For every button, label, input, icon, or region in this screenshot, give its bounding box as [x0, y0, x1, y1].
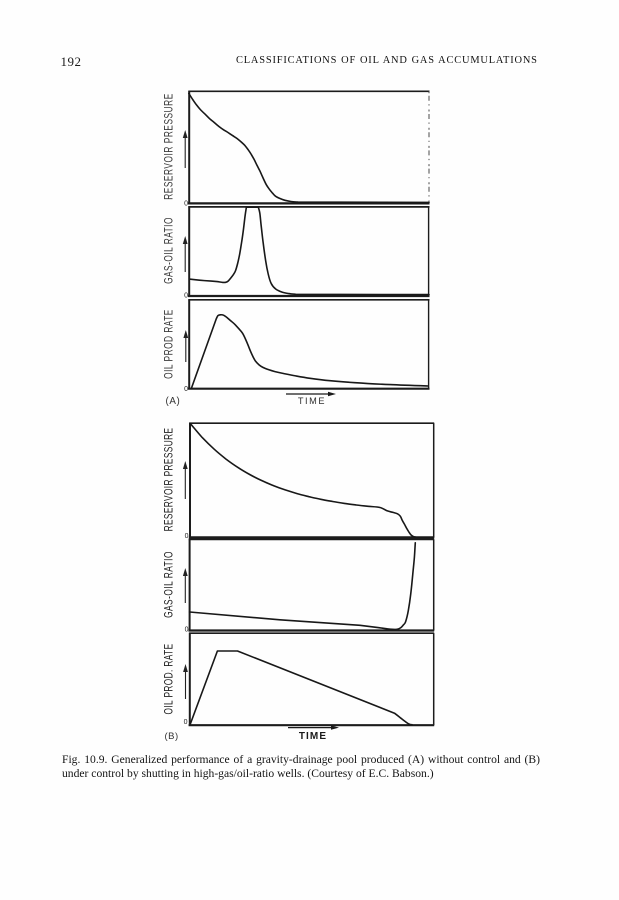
svg-text:0: 0: [185, 626, 189, 633]
svg-text:0: 0: [184, 200, 188, 207]
svg-text:0: 0: [184, 719, 188, 726]
svg-text:0: 0: [184, 293, 188, 300]
svg-text:RESERVOIR PRESSURE: RESERVOIR PRESSURE: [163, 428, 176, 532]
svg-text:(A): (A): [166, 396, 181, 407]
svg-text:OIL PROD RATE: OIL PROD RATE: [163, 309, 176, 379]
svg-text:OIL PROD. RATE: OIL PROD. RATE: [163, 643, 176, 714]
svg-text:TIME: TIME: [298, 396, 326, 406]
svg-text:TIME: TIME: [299, 731, 327, 742]
svg-text:0: 0: [184, 386, 188, 393]
svg-text:GAS-OIL RATIO: GAS-OIL RATIO: [163, 551, 176, 618]
svg-text:RESERVOIR PRESSURE: RESERVOIR PRESSURE: [163, 93, 176, 200]
svg-text:0: 0: [185, 533, 189, 540]
svg-text:GAS-OIL RATIO: GAS-OIL RATIO: [163, 217, 176, 284]
svg-text:(B): (B): [165, 731, 179, 742]
